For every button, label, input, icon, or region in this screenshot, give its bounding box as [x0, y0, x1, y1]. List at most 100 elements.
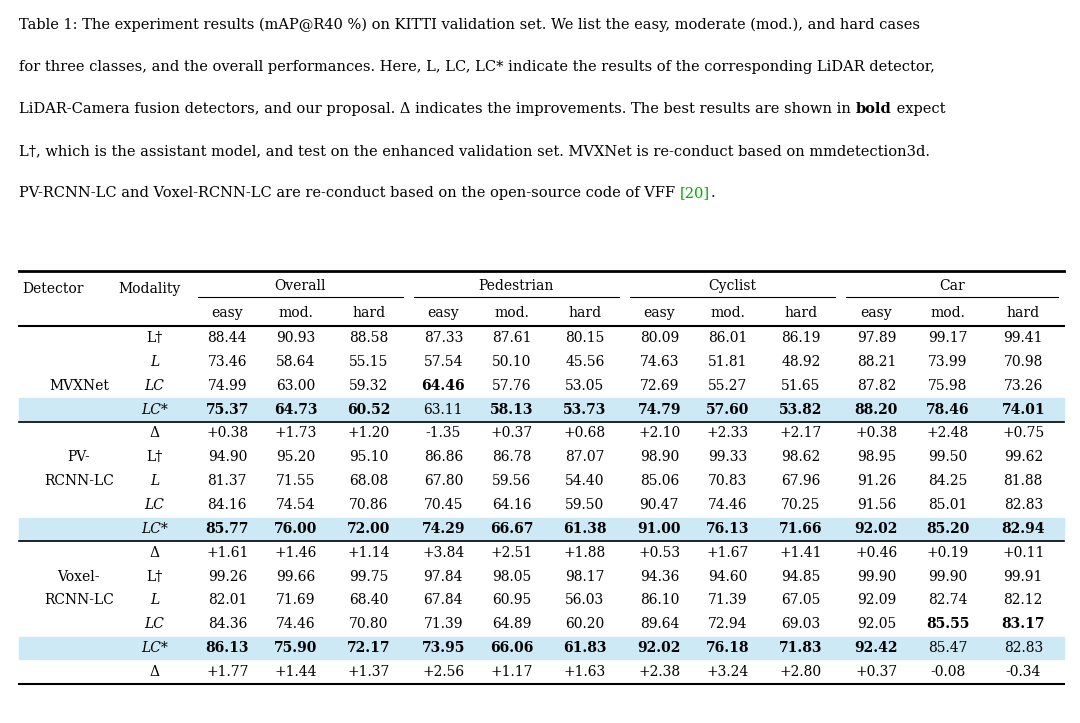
Text: Overall: Overall: [274, 278, 326, 293]
Text: MVXNet: MVXNet: [49, 379, 109, 393]
Text: expect: expect: [892, 102, 945, 116]
Text: 85.01: 85.01: [928, 498, 968, 512]
Text: 85.20: 85.20: [926, 522, 970, 536]
Text: 57.54: 57.54: [423, 355, 463, 369]
Text: 91.26: 91.26: [856, 474, 896, 488]
Text: 61.38: 61.38: [563, 522, 607, 536]
Text: RCNN-LC: RCNN-LC: [44, 474, 113, 488]
Text: 99.50: 99.50: [928, 450, 968, 464]
Text: +1.88: +1.88: [564, 546, 606, 560]
Text: 81.88: 81.88: [1003, 474, 1043, 488]
Text: 58.64: 58.64: [276, 355, 315, 369]
Text: 50.10: 50.10: [492, 355, 531, 369]
Text: 67.84: 67.84: [423, 594, 463, 607]
Text: 76.18: 76.18: [706, 641, 750, 655]
Text: 73.99: 73.99: [928, 355, 968, 369]
Text: 64.89: 64.89: [492, 617, 531, 631]
Bar: [19, 398, 1064, 421]
Text: mod.: mod.: [930, 306, 966, 320]
Text: 59.32: 59.32: [349, 379, 389, 393]
Text: 67.96: 67.96: [781, 474, 821, 488]
Text: 99.62: 99.62: [1003, 450, 1043, 464]
Text: 58.13: 58.13: [490, 403, 534, 416]
Text: .: .: [711, 186, 715, 200]
Text: 67.05: 67.05: [781, 594, 821, 607]
Text: 48.92: 48.92: [781, 355, 821, 369]
Text: 70.86: 70.86: [349, 498, 389, 512]
Text: hard: hard: [568, 306, 602, 320]
Text: hard: hard: [784, 306, 818, 320]
Text: 99.75: 99.75: [349, 570, 389, 583]
Text: 90.47: 90.47: [639, 498, 679, 512]
Text: +2.51: +2.51: [490, 546, 534, 560]
Text: +0.46: +0.46: [855, 546, 897, 560]
Text: -0.34: -0.34: [1005, 665, 1041, 679]
Text: 82.83: 82.83: [1003, 641, 1043, 655]
Text: 71.66: 71.66: [779, 522, 823, 536]
Text: 76.13: 76.13: [706, 522, 750, 536]
Text: 87.07: 87.07: [565, 450, 605, 464]
Text: 90.93: 90.93: [276, 331, 315, 345]
Text: 72.00: 72.00: [347, 522, 391, 536]
Text: L: L: [150, 594, 159, 607]
Text: 84.36: 84.36: [207, 617, 247, 631]
Text: L†: L†: [146, 570, 163, 583]
Text: 54.40: 54.40: [565, 474, 605, 488]
Text: +0.38: +0.38: [206, 427, 248, 440]
Text: 70.80: 70.80: [349, 617, 389, 631]
Text: 55.15: 55.15: [349, 355, 389, 369]
Text: +3.24: +3.24: [706, 665, 750, 679]
Text: 63.00: 63.00: [276, 379, 315, 393]
Text: 82.94: 82.94: [1001, 522, 1045, 536]
Text: 74.29: 74.29: [421, 522, 465, 536]
Text: LC: LC: [145, 498, 164, 512]
Text: [20]: [20]: [680, 186, 711, 200]
Text: 99.17: 99.17: [928, 331, 968, 345]
Text: LC*: LC*: [141, 522, 167, 536]
Text: +1.20: +1.20: [348, 427, 390, 440]
Text: 74.79: 74.79: [637, 403, 681, 416]
Text: easy: easy: [428, 306, 459, 320]
Text: +2.33: +2.33: [706, 427, 750, 440]
Text: 83.17: 83.17: [1001, 617, 1045, 631]
Text: Pedestrian: Pedestrian: [478, 278, 554, 293]
Text: 85.47: 85.47: [928, 641, 968, 655]
Text: 91.56: 91.56: [856, 498, 896, 512]
Text: 69.03: 69.03: [781, 617, 821, 631]
Text: +2.10: +2.10: [638, 427, 680, 440]
Text: 73.26: 73.26: [1003, 379, 1043, 393]
Text: 86.01: 86.01: [708, 331, 747, 345]
Text: 99.91: 99.91: [1003, 570, 1043, 583]
Text: Δ: Δ: [149, 665, 160, 679]
Text: -0.08: -0.08: [930, 665, 966, 679]
Text: 86.13: 86.13: [205, 641, 249, 655]
Text: LiDAR-Camera fusion detectors, and our proposal. Δ indicates the improvements. T: LiDAR-Camera fusion detectors, and our p…: [19, 102, 856, 116]
Text: 98.90: 98.90: [639, 450, 679, 464]
Text: +1.46: +1.46: [274, 546, 318, 560]
Text: 71.39: 71.39: [423, 617, 463, 631]
Text: mod.: mod.: [495, 306, 529, 320]
Text: 60.95: 60.95: [492, 594, 531, 607]
Text: 51.81: 51.81: [708, 355, 747, 369]
Text: Cyclist: Cyclist: [708, 278, 756, 293]
Text: LC*: LC*: [141, 641, 167, 655]
Text: 76.00: 76.00: [274, 522, 318, 536]
Text: 57.60: 57.60: [706, 403, 750, 416]
Text: 94.60: 94.60: [708, 570, 747, 583]
Text: 94.90: 94.90: [207, 450, 247, 464]
Text: 97.89: 97.89: [856, 331, 896, 345]
Text: LC: LC: [145, 379, 164, 393]
Text: 95.20: 95.20: [276, 450, 315, 464]
Text: L: L: [150, 474, 159, 488]
Text: Detector: Detector: [23, 282, 84, 296]
Text: 66.06: 66.06: [490, 641, 534, 655]
Text: 61.83: 61.83: [563, 641, 607, 655]
Text: 88.20: 88.20: [854, 403, 899, 416]
Text: 95.10: 95.10: [349, 450, 389, 464]
Text: 82.83: 82.83: [1003, 498, 1043, 512]
Text: +2.80: +2.80: [780, 665, 822, 679]
Text: +2.17: +2.17: [780, 427, 822, 440]
Text: L†: L†: [146, 450, 163, 464]
Text: 74.01: 74.01: [1001, 403, 1045, 416]
Text: 56.03: 56.03: [565, 594, 605, 607]
